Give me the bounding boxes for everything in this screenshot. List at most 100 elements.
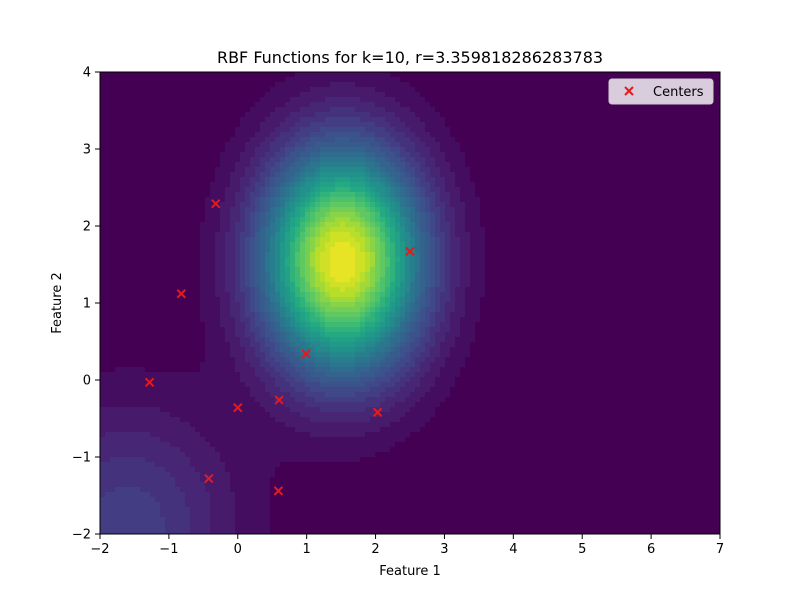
contour-cell: [120, 442, 126, 448]
contour-cell: [175, 417, 181, 423]
contour-cell: [335, 452, 341, 458]
contour-cell: [340, 227, 346, 233]
contour-cell: [245, 292, 251, 298]
contour-cell: [140, 417, 146, 423]
contour-cell: [100, 252, 106, 258]
contour-cell: [205, 137, 211, 143]
contour-cell: [295, 137, 301, 143]
contour-cell: [265, 512, 271, 518]
contour-cell: [215, 147, 221, 153]
contour-cell: [130, 242, 136, 248]
contour-cell: [155, 442, 161, 448]
contour-cell: [160, 467, 166, 473]
contour-cell: [250, 357, 256, 363]
contour-cell: [120, 97, 126, 103]
contour-cell: [160, 262, 166, 268]
contour-cell: [340, 392, 346, 398]
contour-cell: [160, 517, 166, 523]
contour-cell: [245, 497, 251, 503]
contour-cell: [175, 437, 181, 443]
contour-cell: [215, 472, 221, 478]
contour-cell: [105, 382, 111, 388]
contour-cell: [230, 522, 236, 528]
contour-cell: [265, 222, 271, 228]
contour-cell: [110, 262, 116, 268]
contour-cell: [280, 382, 286, 388]
contour-cell: [250, 447, 256, 453]
contour-cell: [350, 182, 356, 188]
contour-cell: [280, 272, 286, 278]
contour-cell: [295, 242, 301, 248]
contour-cell: [190, 312, 196, 318]
contour-cell: [100, 117, 106, 123]
contour-cell: [200, 122, 206, 128]
contour-cell: [160, 237, 166, 243]
contour-cell: [215, 517, 221, 523]
contour-cell: [105, 232, 111, 238]
contour-cell: [320, 177, 326, 183]
contour-cell: [100, 202, 106, 208]
contour-cell: [225, 287, 231, 293]
contour-cell: [105, 482, 111, 488]
contour-cell: [220, 202, 226, 208]
contour-cell: [275, 527, 281, 533]
contour-cell: [190, 332, 196, 338]
contour-cell: [240, 307, 246, 313]
contour-cell: [305, 282, 311, 288]
contour-cell: [245, 382, 251, 388]
contour-cell: [275, 347, 281, 353]
contour-cell: [100, 107, 106, 113]
contour-cell: [300, 377, 306, 383]
contour-cell: [150, 332, 156, 338]
contour-cell: [205, 492, 211, 498]
contour-cell: [205, 532, 211, 534]
contour-cell: [290, 267, 296, 273]
contour-cell: [305, 287, 311, 293]
contour-cell: [100, 452, 106, 458]
contour-cell: [240, 367, 246, 373]
contour-cell: [225, 472, 231, 478]
contour-cell: [125, 392, 131, 398]
contour-cell: [325, 407, 331, 413]
contour-cell: [190, 107, 196, 113]
contour-cell: [190, 397, 196, 403]
contour-cell: [150, 207, 156, 213]
contour-cell: [360, 522, 366, 528]
contour-cell: [250, 467, 256, 473]
contour-cell: [290, 242, 296, 248]
contour-cell: [120, 502, 126, 508]
contour-cell: [330, 177, 336, 183]
contour-cell: [200, 82, 206, 88]
contour-cell: [155, 147, 161, 153]
contour-cell: [220, 247, 226, 253]
contour-cell: [195, 392, 201, 398]
contour-cell: [180, 332, 186, 338]
contour-cell: [155, 307, 161, 313]
contour-cell: [205, 392, 211, 398]
contour-cell: [185, 112, 191, 118]
contour-cell: [355, 242, 361, 248]
contour-cell: [290, 77, 296, 83]
contour-cell: [260, 462, 266, 468]
contour-cell: [345, 162, 351, 168]
contour-cell: [355, 292, 361, 298]
contour-cell: [100, 402, 106, 408]
contour-cell: [105, 72, 111, 78]
contour-cell: [180, 512, 186, 518]
contour-cell: [145, 312, 151, 318]
contour-cell: [330, 412, 336, 418]
contour-cell: [140, 492, 146, 498]
contour-cell: [155, 107, 161, 113]
contour-cell: [245, 142, 251, 148]
contour-cell: [150, 392, 156, 398]
contour-cell: [210, 247, 216, 253]
contour-cell: [345, 177, 351, 183]
contour-cell: [140, 292, 146, 298]
contour-cell: [150, 137, 156, 143]
contour-cell: [140, 117, 146, 123]
contour-cell: [300, 147, 306, 153]
contour-cell: [200, 277, 206, 283]
contour-cell: [180, 322, 186, 328]
contour-cell: [240, 122, 246, 128]
contour-cell: [320, 462, 326, 468]
